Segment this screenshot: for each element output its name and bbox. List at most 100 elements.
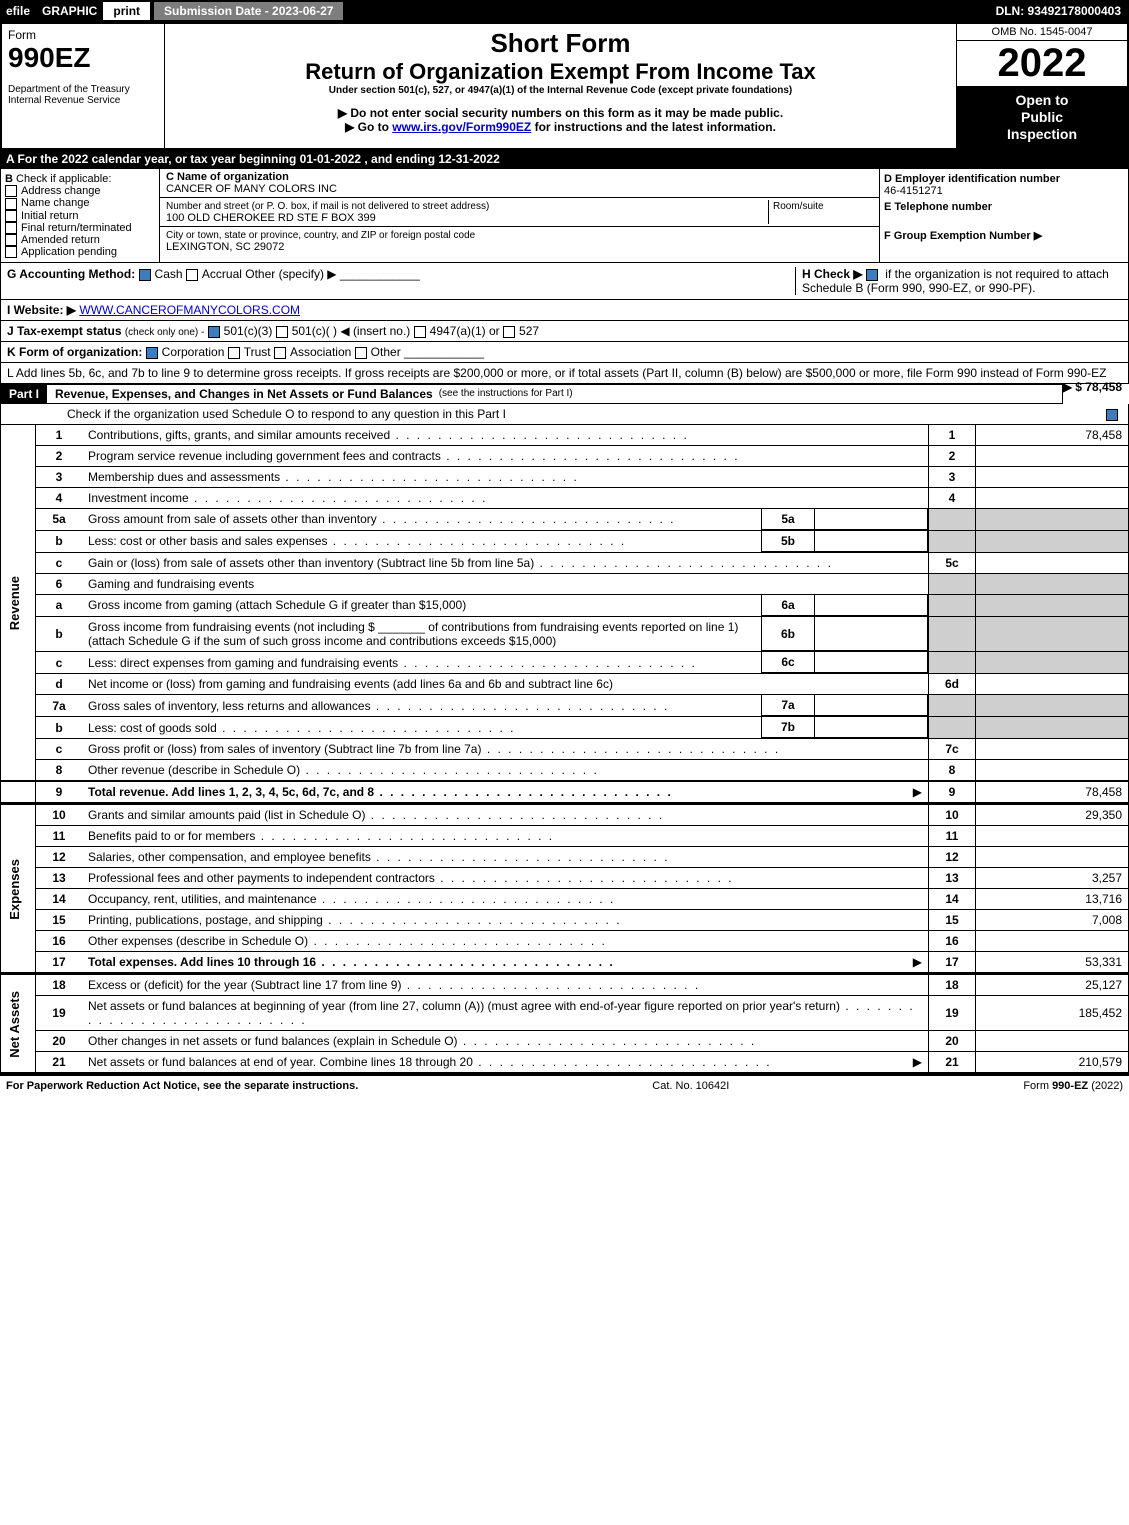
line-amount bbox=[976, 760, 1129, 782]
goto-post: for instructions and the latest informat… bbox=[531, 120, 776, 134]
part1-header: Part I Revenue, Expenses, and Changes in… bbox=[0, 384, 1063, 404]
checkbox-address-change[interactable] bbox=[5, 185, 17, 197]
line-ref: 11 bbox=[929, 826, 976, 847]
line-amount bbox=[976, 847, 1129, 868]
checkbox-name-change[interactable] bbox=[5, 198, 17, 210]
print-button[interactable]: print bbox=[103, 2, 150, 20]
sub-ref: 5a bbox=[762, 509, 815, 530]
form-header: Form 990EZ Department of the Treasury In… bbox=[0, 22, 1129, 150]
line-amount-grey bbox=[976, 530, 1129, 552]
line-amount bbox=[976, 445, 1129, 466]
goto-pre: ▶ Go to bbox=[345, 120, 392, 134]
line-num: 18 bbox=[36, 974, 83, 996]
line-num: d bbox=[36, 674, 83, 695]
sub-ref: 5b bbox=[762, 531, 815, 552]
checkbox-other-org[interactable] bbox=[355, 347, 367, 359]
sub-ref: 6c bbox=[762, 652, 815, 673]
c-addr-row: Number and street (or P. O. box, if mail… bbox=[160, 198, 879, 227]
efile-label: efile bbox=[0, 2, 36, 20]
line-6c-cell: Less: direct expenses from gaming and fu… bbox=[82, 652, 929, 674]
header-right: OMB No. 1545-0047 2022 Open to Public In… bbox=[956, 24, 1127, 148]
col-b: B Check if applicable: Address change Na… bbox=[1, 169, 160, 262]
checkbox-trust[interactable] bbox=[228, 347, 240, 359]
checkbox-application-pending[interactable] bbox=[5, 246, 17, 258]
line-5b-cell: Less: cost or other basis and sales expe… bbox=[82, 530, 929, 552]
sub-amount bbox=[815, 695, 928, 716]
header-left: Form 990EZ Department of the Treasury In… bbox=[2, 24, 165, 148]
checkbox-accrual[interactable] bbox=[186, 269, 198, 281]
checkbox-initial-return[interactable] bbox=[5, 210, 17, 222]
ein-value: 46-4151271 bbox=[884, 185, 1124, 197]
b-pending: Application pending bbox=[21, 246, 117, 258]
irs-link[interactable]: www.irs.gov/Form990EZ bbox=[392, 120, 531, 134]
dept-treasury: Department of the Treasury bbox=[8, 84, 158, 95]
row-j: J Tax-exempt status (check only one) - 5… bbox=[0, 321, 1129, 342]
c-name-label: C Name of organization bbox=[166, 171, 289, 183]
table-row: 4 Investment income 4 bbox=[1, 487, 1129, 508]
b-amended: Amended return bbox=[21, 234, 100, 246]
line-text: Investment income bbox=[82, 487, 929, 508]
checkbox-amended-return[interactable] bbox=[5, 234, 17, 246]
checkbox-final-return[interactable] bbox=[5, 222, 17, 234]
line-ref-grey bbox=[929, 594, 976, 616]
table-row: 7a Gross sales of inventory, less return… bbox=[1, 695, 1129, 717]
line-text: Less: cost or other basis and sales expe… bbox=[82, 531, 762, 552]
j-opt1: 501(c)(3) bbox=[224, 324, 273, 338]
checkbox-association[interactable] bbox=[274, 347, 286, 359]
expenses-table: Expenses 10 Grants and similar amounts p… bbox=[0, 803, 1129, 973]
line-amount bbox=[976, 466, 1129, 487]
room-label: Room/suite bbox=[773, 201, 824, 212]
sub-ref: 7b bbox=[762, 717, 815, 738]
line-amount-grey bbox=[976, 695, 1129, 717]
table-row: c Less: direct expenses from gaming and … bbox=[1, 652, 1129, 674]
checkbox-4947[interactable] bbox=[414, 326, 426, 338]
footer-right: Form 990-EZ (2022) bbox=[1023, 1080, 1123, 1092]
line-text: Gross income from fundraising events (no… bbox=[82, 617, 762, 651]
checkbox-schedule-o[interactable] bbox=[1106, 409, 1118, 421]
line-5a-cell: Gross amount from sale of assets other t… bbox=[82, 508, 929, 530]
table-row: 11 Benefits paid to or for members 11 bbox=[1, 826, 1129, 847]
website-link[interactable]: WWW.CANCEROFMANYCOLORS.COM bbox=[79, 303, 300, 317]
row-g-h: G Accounting Method: Cash Accrual Other … bbox=[0, 263, 1129, 300]
checkbox-cash[interactable] bbox=[139, 269, 151, 281]
table-row: 6 Gaming and fundraising events bbox=[1, 573, 1129, 594]
side-spacer bbox=[1, 781, 36, 803]
table-row: 17 Total expenses. Add lines 10 through … bbox=[1, 952, 1129, 973]
checkbox-527[interactable] bbox=[503, 326, 515, 338]
checkbox-schedule-b[interactable] bbox=[866, 269, 878, 281]
line-amount-grey bbox=[976, 594, 1129, 616]
checkbox-501c3[interactable] bbox=[208, 326, 220, 338]
k-other: Other bbox=[371, 345, 401, 359]
line-num: 17 bbox=[36, 952, 83, 973]
org-city: LEXINGTON, SC 29072 bbox=[166, 241, 284, 253]
open-3: Inspection bbox=[961, 126, 1123, 143]
top-bar: efile GRAPHIC print Submission Date - 20… bbox=[0, 0, 1129, 22]
table-row: a Gross income from gaming (attach Sched… bbox=[1, 594, 1129, 616]
line-text: Gross amount from sale of assets other t… bbox=[82, 509, 762, 530]
line-amount: 13,716 bbox=[976, 889, 1129, 910]
line-text: Less: cost of goods sold bbox=[82, 717, 762, 738]
c-name-row: C Name of organization CANCER OF MANY CO… bbox=[160, 169, 879, 198]
line-amount bbox=[976, 826, 1129, 847]
open-1: Open to bbox=[961, 92, 1123, 109]
room-suite: Room/suite bbox=[768, 200, 873, 224]
line-7b-cell: Less: cost of goods sold 7b bbox=[82, 717, 929, 739]
line-text: Other expenses (describe in Schedule O) bbox=[82, 931, 929, 952]
k-assoc: Association bbox=[290, 345, 351, 359]
table-row: b Less: cost or other basis and sales ex… bbox=[1, 530, 1129, 552]
line-text: Gross income from gaming (attach Schedul… bbox=[82, 595, 762, 616]
line-amount bbox=[976, 931, 1129, 952]
line-amount-grey bbox=[976, 652, 1129, 674]
k-corp: Corporation bbox=[162, 345, 225, 359]
checkbox-corporation[interactable] bbox=[146, 347, 158, 359]
line-text: Less: direct expenses from gaming and fu… bbox=[82, 652, 762, 673]
checkbox-501c[interactable] bbox=[276, 326, 288, 338]
line-text: Printing, publications, postage, and shi… bbox=[82, 910, 929, 931]
col-c: C Name of organization CANCER OF MANY CO… bbox=[160, 169, 880, 262]
note-goto: ▶ Go to www.irs.gov/Form990EZ for instru… bbox=[173, 120, 948, 134]
line-amount-grey bbox=[976, 717, 1129, 739]
line-amount: 25,127 bbox=[976, 974, 1129, 996]
line-a: A For the 2022 calendar year, or tax yea… bbox=[0, 150, 1129, 168]
j-opt2: 501(c)( ) ◀ (insert no.) bbox=[292, 324, 411, 338]
table-row: 8 Other revenue (describe in Schedule O)… bbox=[1, 760, 1129, 782]
